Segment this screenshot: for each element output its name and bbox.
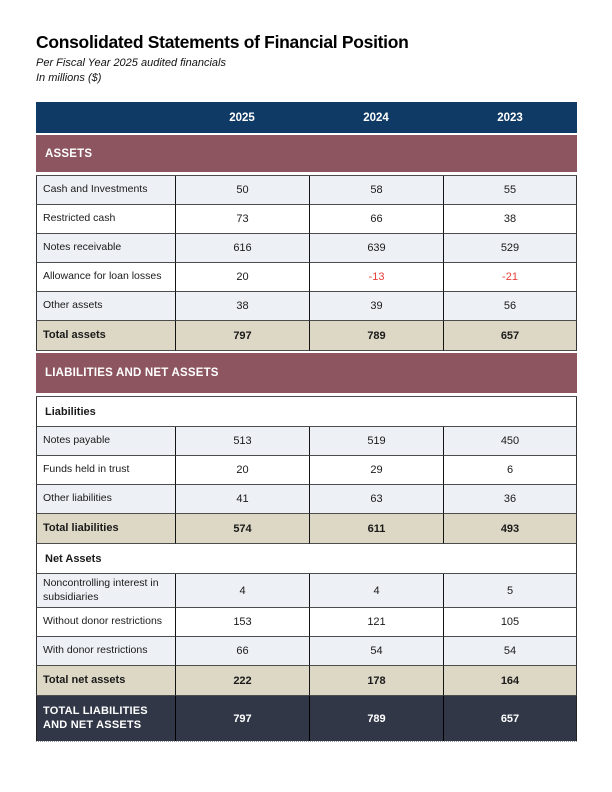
grand-total-label: TOTAL LIABILITIES AND NET ASSETS: [36, 696, 175, 742]
row-label: Allowance for loan losses: [36, 263, 175, 293]
table-row-other-liabilities: Other liabilities 41 63 36: [36, 485, 577, 515]
table-row-funds-held-in-trust: Funds held in trust 20 29 6: [36, 456, 577, 486]
row-label: Without donor restrictions: [36, 608, 175, 638]
table-row-allowance-for-loan-losses: Allowance for loan losses 20 -13 -21: [36, 263, 577, 293]
row-value-2024: 4: [309, 574, 443, 609]
row-value-2024: 639: [309, 234, 443, 264]
total-value-2024: 611: [309, 514, 443, 545]
year-column-2025: 2025: [229, 111, 255, 124]
total-value-2025: 574: [175, 514, 309, 545]
row-value-2023: 529: [443, 234, 577, 264]
row-label: Other liabilities: [36, 485, 175, 515]
grand-total-value-2025: 797: [175, 696, 309, 742]
row-value-2023: 6: [443, 456, 577, 486]
total-value-2023: 164: [443, 666, 577, 697]
row-value-2024: 54: [309, 637, 443, 667]
table-row-noncontrolling-interest: Noncontrolling interest in subsidiaries …: [36, 574, 577, 609]
total-value-2025: 222: [175, 666, 309, 697]
row-label: Notes receivable: [36, 234, 175, 264]
year-header-row: 2025 2024 2023: [36, 102, 577, 134]
table-row-total-net-assets: Total net assets 222 178 164: [36, 666, 577, 697]
row-value-2025: 73: [175, 205, 309, 235]
row-value-2025: 50: [175, 176, 309, 206]
table-row-grand-total: TOTAL LIABILITIES AND NET ASSETS 797 789…: [36, 696, 577, 743]
row-label: Cash and Investments: [36, 176, 175, 206]
total-value-2023: 657: [443, 321, 577, 352]
row-value-2025: 20: [175, 456, 309, 486]
row-value-2023: 54: [443, 637, 577, 667]
row-value-2025: 41: [175, 485, 309, 515]
total-value-2025: 797: [175, 321, 309, 352]
year-column-2024: 2024: [363, 111, 389, 124]
row-value-2023: 105: [443, 608, 577, 638]
row-value-2025: 4: [175, 574, 309, 609]
row-label: With donor restrictions: [36, 637, 175, 667]
subsection-label: Liabilities: [36, 397, 577, 428]
total-value-2023: 493: [443, 514, 577, 545]
grand-total-value-2024: 789: [309, 696, 443, 742]
section-band-assets: ASSETS: [36, 135, 577, 173]
subsection-label: Net Assets: [36, 544, 577, 575]
subtitle-units: In millions ($): [36, 71, 102, 84]
row-value-2023: 55: [443, 176, 577, 206]
table-row-restricted-cash: Restricted cash 73 66 38: [36, 205, 577, 235]
row-value-2025: 38: [175, 292, 309, 322]
table-row-other-assets: Other assets 38 39 56: [36, 292, 577, 322]
row-value-2025: 66: [175, 637, 309, 667]
year-header-spacer: [36, 102, 175, 133]
row-value-2025: 20: [175, 263, 309, 293]
table-row-total-assets: Total assets 797 789 657: [36, 321, 577, 352]
total-label: Total assets: [36, 321, 175, 352]
grand-total-value-2023: 657: [443, 696, 577, 742]
row-label: Other assets: [36, 292, 175, 322]
assets-section: Cash and Investments 50 58 55 Restricted…: [36, 175, 577, 352]
liabilities-net-assets-section: Liabilities Notes payable 513 519 450 Fu…: [36, 396, 577, 743]
row-value-2024: 519: [309, 427, 443, 457]
row-label: Restricted cash: [36, 205, 175, 235]
subsection-net-assets: Net Assets: [36, 544, 577, 575]
subtitle-fiscal-year: Per Fiscal Year 2025 audited financials: [36, 57, 226, 69]
table-row-cash-and-investments: Cash and Investments 50 58 55: [36, 175, 577, 206]
subsection-liabilities: Liabilities: [36, 396, 577, 428]
row-value-2025: 153: [175, 608, 309, 638]
row-value-2024: 63: [309, 485, 443, 515]
row-value-2025: 616: [175, 234, 309, 264]
total-value-2024: 789: [309, 321, 443, 352]
row-value-2024: 39: [309, 292, 443, 322]
row-value-2023: 36: [443, 485, 577, 515]
table-row-with-donor-restrictions: With donor restrictions 66 54 54: [36, 637, 577, 667]
row-value-2023: 450: [443, 427, 577, 457]
table-row-without-donor-restrictions: Without donor restrictions 153 121 105: [36, 608, 577, 638]
row-value-2024: 58: [309, 176, 443, 206]
row-value-2024: 66: [309, 205, 443, 235]
page-title: Consolidated Statements of Financial Pos…: [36, 32, 409, 52]
row-value-2023: 5: [443, 574, 577, 609]
row-label: Noncontrolling interest in subsidiaries: [36, 574, 175, 609]
total-label: Total net assets: [36, 666, 175, 697]
page-content: Consolidated Statements of Financial Pos…: [36, 32, 577, 743]
row-value-2024: 29: [309, 456, 443, 486]
total-value-2024: 178: [309, 666, 443, 697]
row-label: Funds held in trust: [36, 456, 175, 486]
row-value-2023-negative: -21: [443, 263, 577, 293]
year-column-2023: 2023: [497, 111, 523, 124]
row-value-2024-negative: -13: [309, 263, 443, 293]
row-value-2025: 513: [175, 427, 309, 457]
table-row-notes-payable: Notes payable 513 519 450: [36, 427, 577, 457]
table-row-notes-receivable: Notes receivable 616 639 529: [36, 234, 577, 264]
row-value-2024: 121: [309, 608, 443, 638]
financial-position-table: 2025 2024 2023 ASSETS Cash and Investmen…: [36, 102, 577, 743]
section-band-liabilities-net-assets: LIABILITIES AND NET ASSETS: [36, 353, 577, 394]
row-value-2023: 56: [443, 292, 577, 322]
row-label: Notes payable: [36, 427, 175, 457]
total-label: Total liabilities: [36, 514, 175, 545]
table-row-total-liabilities: Total liabilities 574 611 493: [36, 514, 577, 545]
row-value-2023: 38: [443, 205, 577, 235]
